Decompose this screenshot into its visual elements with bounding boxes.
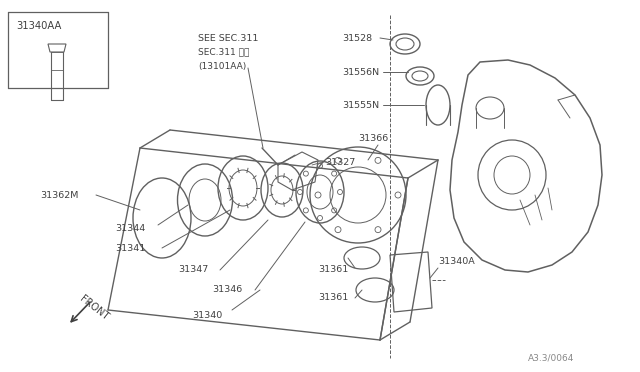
Text: 31361: 31361 — [318, 266, 348, 275]
Text: 31340AA: 31340AA — [16, 21, 61, 31]
Text: 31555N: 31555N — [342, 100, 379, 109]
Text: SEC.311 参照: SEC.311 参照 — [198, 48, 250, 57]
Text: 31347: 31347 — [178, 266, 208, 275]
Text: FRONT: FRONT — [78, 294, 111, 322]
Text: 31327: 31327 — [325, 157, 355, 167]
Text: A3.3/0064: A3.3/0064 — [528, 353, 574, 362]
Text: (13101AA): (13101AA) — [198, 61, 246, 71]
Text: 31528: 31528 — [342, 33, 372, 42]
Text: 31361: 31361 — [318, 294, 348, 302]
Text: 31341: 31341 — [115, 244, 145, 253]
Text: 31340A: 31340A — [438, 257, 475, 266]
Text: 31556N: 31556N — [342, 67, 379, 77]
Text: 31340: 31340 — [192, 311, 222, 320]
Text: 31344: 31344 — [115, 224, 145, 232]
Text: 31362M: 31362M — [40, 190, 78, 199]
Text: SEE SEC.311: SEE SEC.311 — [198, 33, 259, 42]
Text: 31366: 31366 — [358, 134, 388, 142]
Text: 31346: 31346 — [212, 285, 243, 295]
